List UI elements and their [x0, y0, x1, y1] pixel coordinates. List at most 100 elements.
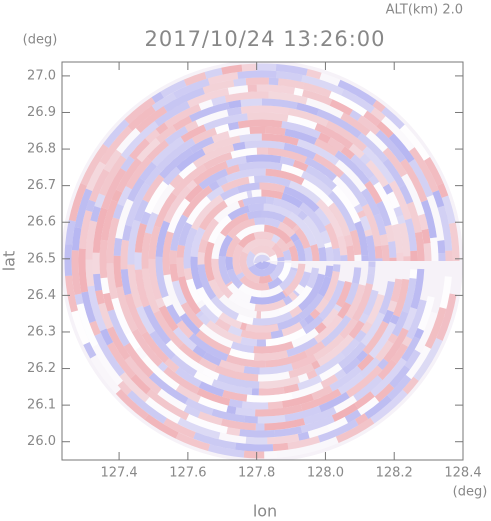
echo-cell [202, 79, 235, 95]
echo-cell [386, 191, 401, 209]
echo-cell [292, 159, 309, 172]
echo-cell [328, 91, 368, 117]
echo-cell [291, 382, 324, 400]
y-axis-label: lat [0, 251, 19, 272]
echo-cell [228, 293, 238, 303]
echo-cell [158, 305, 179, 332]
echo-cell [354, 413, 369, 426]
echo-cell [294, 227, 311, 250]
echo-cell [208, 279, 225, 300]
echo-cell [354, 330, 367, 343]
echo-cell [246, 210, 262, 220]
echo-cell [297, 374, 323, 391]
echo-cell [74, 188, 93, 229]
echo-cell [382, 183, 394, 195]
echo-cell [339, 318, 358, 340]
echo-cell [423, 157, 444, 186]
echo-cell [314, 207, 331, 227]
echo-cell [193, 432, 237, 450]
echo-cell [402, 307, 418, 331]
echo-cell [191, 194, 224, 231]
echo-cell [163, 274, 186, 317]
echo-cell [244, 140, 285, 150]
echo-cell [183, 405, 201, 418]
echo-cell [293, 87, 304, 97]
echo-cell [159, 147, 194, 179]
x-tick-label: 128.0 [307, 466, 344, 481]
echo-cell [302, 82, 332, 98]
echo-cell [317, 275, 332, 297]
echo-cell [292, 224, 300, 233]
echo-cell [316, 334, 354, 367]
echo-cell [306, 68, 322, 80]
echo-cell [204, 241, 215, 282]
echo-cell [244, 415, 258, 424]
echo-cell [202, 135, 241, 155]
echo-cell [151, 183, 175, 215]
plot-frame [61, 61, 464, 461]
echo-cell [323, 270, 340, 302]
echo-cell [392, 278, 410, 318]
echo-cell [211, 232, 227, 260]
echo-cell [360, 312, 386, 347]
echo-cell [251, 189, 262, 198]
echo-cell [169, 250, 178, 265]
echo-cell [246, 250, 256, 269]
echo-cell [207, 214, 232, 244]
echo-cell [106, 326, 131, 361]
echo-cell [315, 198, 344, 238]
echo-cell [297, 431, 310, 441]
echo-cell [236, 313, 254, 325]
echo-cell [187, 87, 230, 108]
echo-cell [151, 92, 177, 112]
echo-cell [134, 269, 150, 308]
echo-cell [267, 147, 308, 164]
echo-cell [300, 415, 335, 433]
echo-cell [393, 206, 404, 217]
echo-cell [243, 450, 265, 459]
echo-cell [314, 352, 346, 376]
echo-cell [148, 372, 189, 405]
echo-cell [198, 168, 229, 190]
echo-cell [364, 180, 383, 205]
echo-cell [268, 91, 308, 105]
echo-cell [314, 322, 327, 334]
echo-cell [329, 99, 354, 116]
echo-cell [423, 242, 432, 262]
echo-cell [196, 286, 218, 313]
echo-cell [207, 72, 239, 86]
echo-cell [197, 264, 217, 301]
echo-cell [448, 222, 460, 262]
echo-cell [255, 404, 303, 417]
echo-cell [277, 262, 292, 282]
echo-cell [303, 314, 315, 325]
echo-cell [211, 408, 245, 423]
echo-cell [185, 195, 212, 226]
echo-cell [221, 64, 243, 75]
echo-cell [331, 403, 359, 422]
echo-cell [265, 126, 286, 136]
echo-cell [162, 166, 181, 186]
echo-cell [404, 349, 421, 370]
echo-cell [71, 250, 82, 295]
echo-cell [220, 212, 250, 237]
echo-cell [357, 115, 381, 136]
echo-cell [269, 261, 285, 281]
echo-cell [320, 374, 339, 389]
echo-cell [149, 330, 176, 360]
y-tick-label: 26.7 [27, 178, 56, 193]
echo-cell [253, 217, 266, 226]
echo-cell [366, 293, 385, 325]
echo-cell [275, 64, 308, 76]
echo-cell [303, 246, 313, 262]
echo-cell [436, 293, 457, 341]
echo-cell [239, 251, 261, 284]
echo-cell [354, 220, 369, 256]
echo-cell [195, 329, 232, 355]
echo-cell [327, 191, 357, 232]
echo-cell [237, 182, 260, 194]
echo-cell [313, 334, 345, 361]
echo-cell [324, 198, 334, 207]
echo-cell [302, 315, 324, 335]
echo-cell [198, 357, 217, 372]
